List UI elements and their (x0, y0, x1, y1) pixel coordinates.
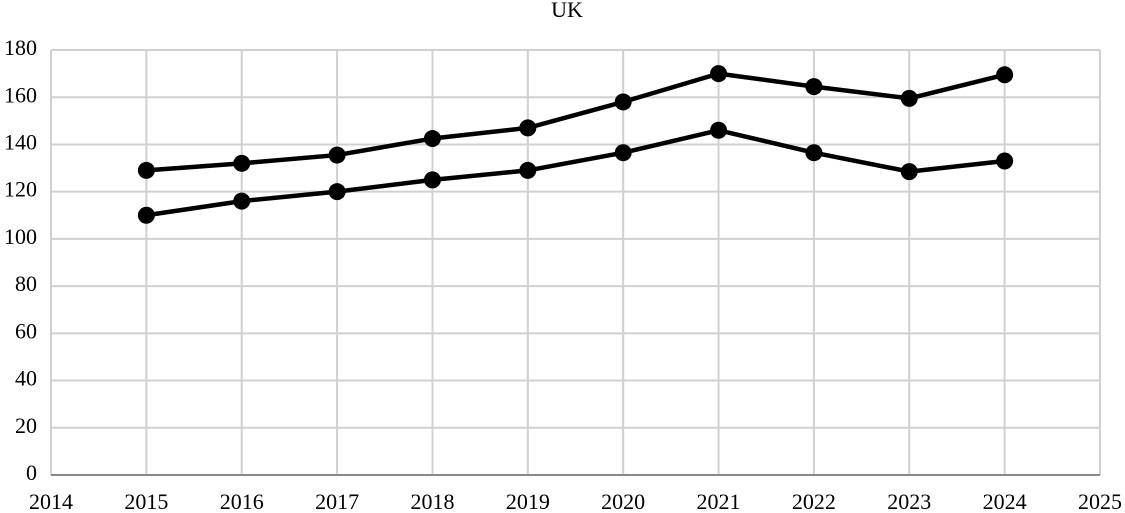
point-marker (519, 161, 537, 179)
point-marker (614, 93, 632, 111)
y-tick-label: 180 (4, 35, 37, 60)
point-marker (519, 119, 537, 137)
y-tick-label: 140 (4, 129, 37, 154)
x-tick-label: 2025 (1078, 489, 1122, 513)
x-tick-label: 2018 (410, 489, 454, 513)
y-tick-label: 60 (15, 318, 37, 343)
x-tick-label: 2014 (29, 489, 73, 513)
point-marker (710, 121, 728, 139)
point-marker (805, 78, 823, 96)
y-tick-label: 40 (15, 366, 37, 391)
point-marker (328, 146, 346, 164)
series-line (146, 71, 1006, 173)
x-tick-label: 2016 (220, 489, 264, 513)
x-tick-label: 2019 (506, 489, 550, 513)
point-marker (328, 183, 346, 201)
point-marker (423, 171, 441, 189)
point-marker (614, 144, 632, 162)
point-marker (805, 144, 823, 162)
y-tick-label: 120 (4, 177, 37, 202)
chart-title: UK (551, 0, 583, 22)
x-tick-label: 2020 (601, 489, 645, 513)
x-tick-label: 2021 (697, 489, 741, 513)
y-tick-label: 80 (15, 271, 37, 296)
point-marker (900, 89, 918, 107)
point-marker (900, 163, 918, 181)
point-marker (996, 152, 1014, 170)
point-marker (996, 66, 1014, 84)
x-tick-label: 2024 (983, 489, 1027, 513)
point-marker (710, 65, 728, 83)
y-tick-label: 20 (15, 413, 37, 438)
x-tick-label: 2023 (887, 489, 931, 513)
y-tick-label: 160 (4, 82, 37, 107)
point-marker (137, 161, 155, 179)
point-marker (233, 154, 251, 172)
point-marker (233, 192, 251, 210)
y-tick-label: 100 (4, 224, 37, 249)
point-marker (423, 130, 441, 148)
x-tick-label: 2017 (315, 489, 359, 513)
series-line (146, 128, 1005, 218)
point-marker (137, 206, 155, 224)
x-tick-label: 2015 (124, 489, 168, 513)
y-tick-label: 0 (26, 460, 37, 485)
x-tick-label: 2022 (792, 489, 836, 513)
